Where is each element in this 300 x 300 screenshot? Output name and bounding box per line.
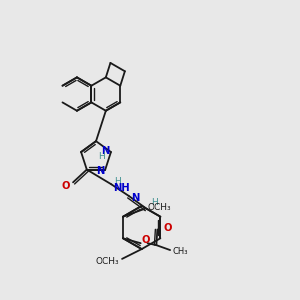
Text: O: O (62, 181, 70, 191)
Text: NH: NH (113, 183, 130, 193)
Text: O: O (142, 235, 150, 245)
Text: H: H (98, 152, 104, 161)
Text: O: O (163, 224, 172, 233)
Text: H: H (151, 198, 158, 207)
Text: H: H (114, 177, 121, 186)
Text: OCH₃: OCH₃ (95, 257, 119, 266)
Text: N: N (131, 193, 139, 203)
Text: OCH₃: OCH₃ (148, 203, 171, 212)
Text: N: N (102, 146, 110, 156)
Text: CH₃: CH₃ (172, 247, 188, 256)
Text: N: N (96, 166, 104, 176)
